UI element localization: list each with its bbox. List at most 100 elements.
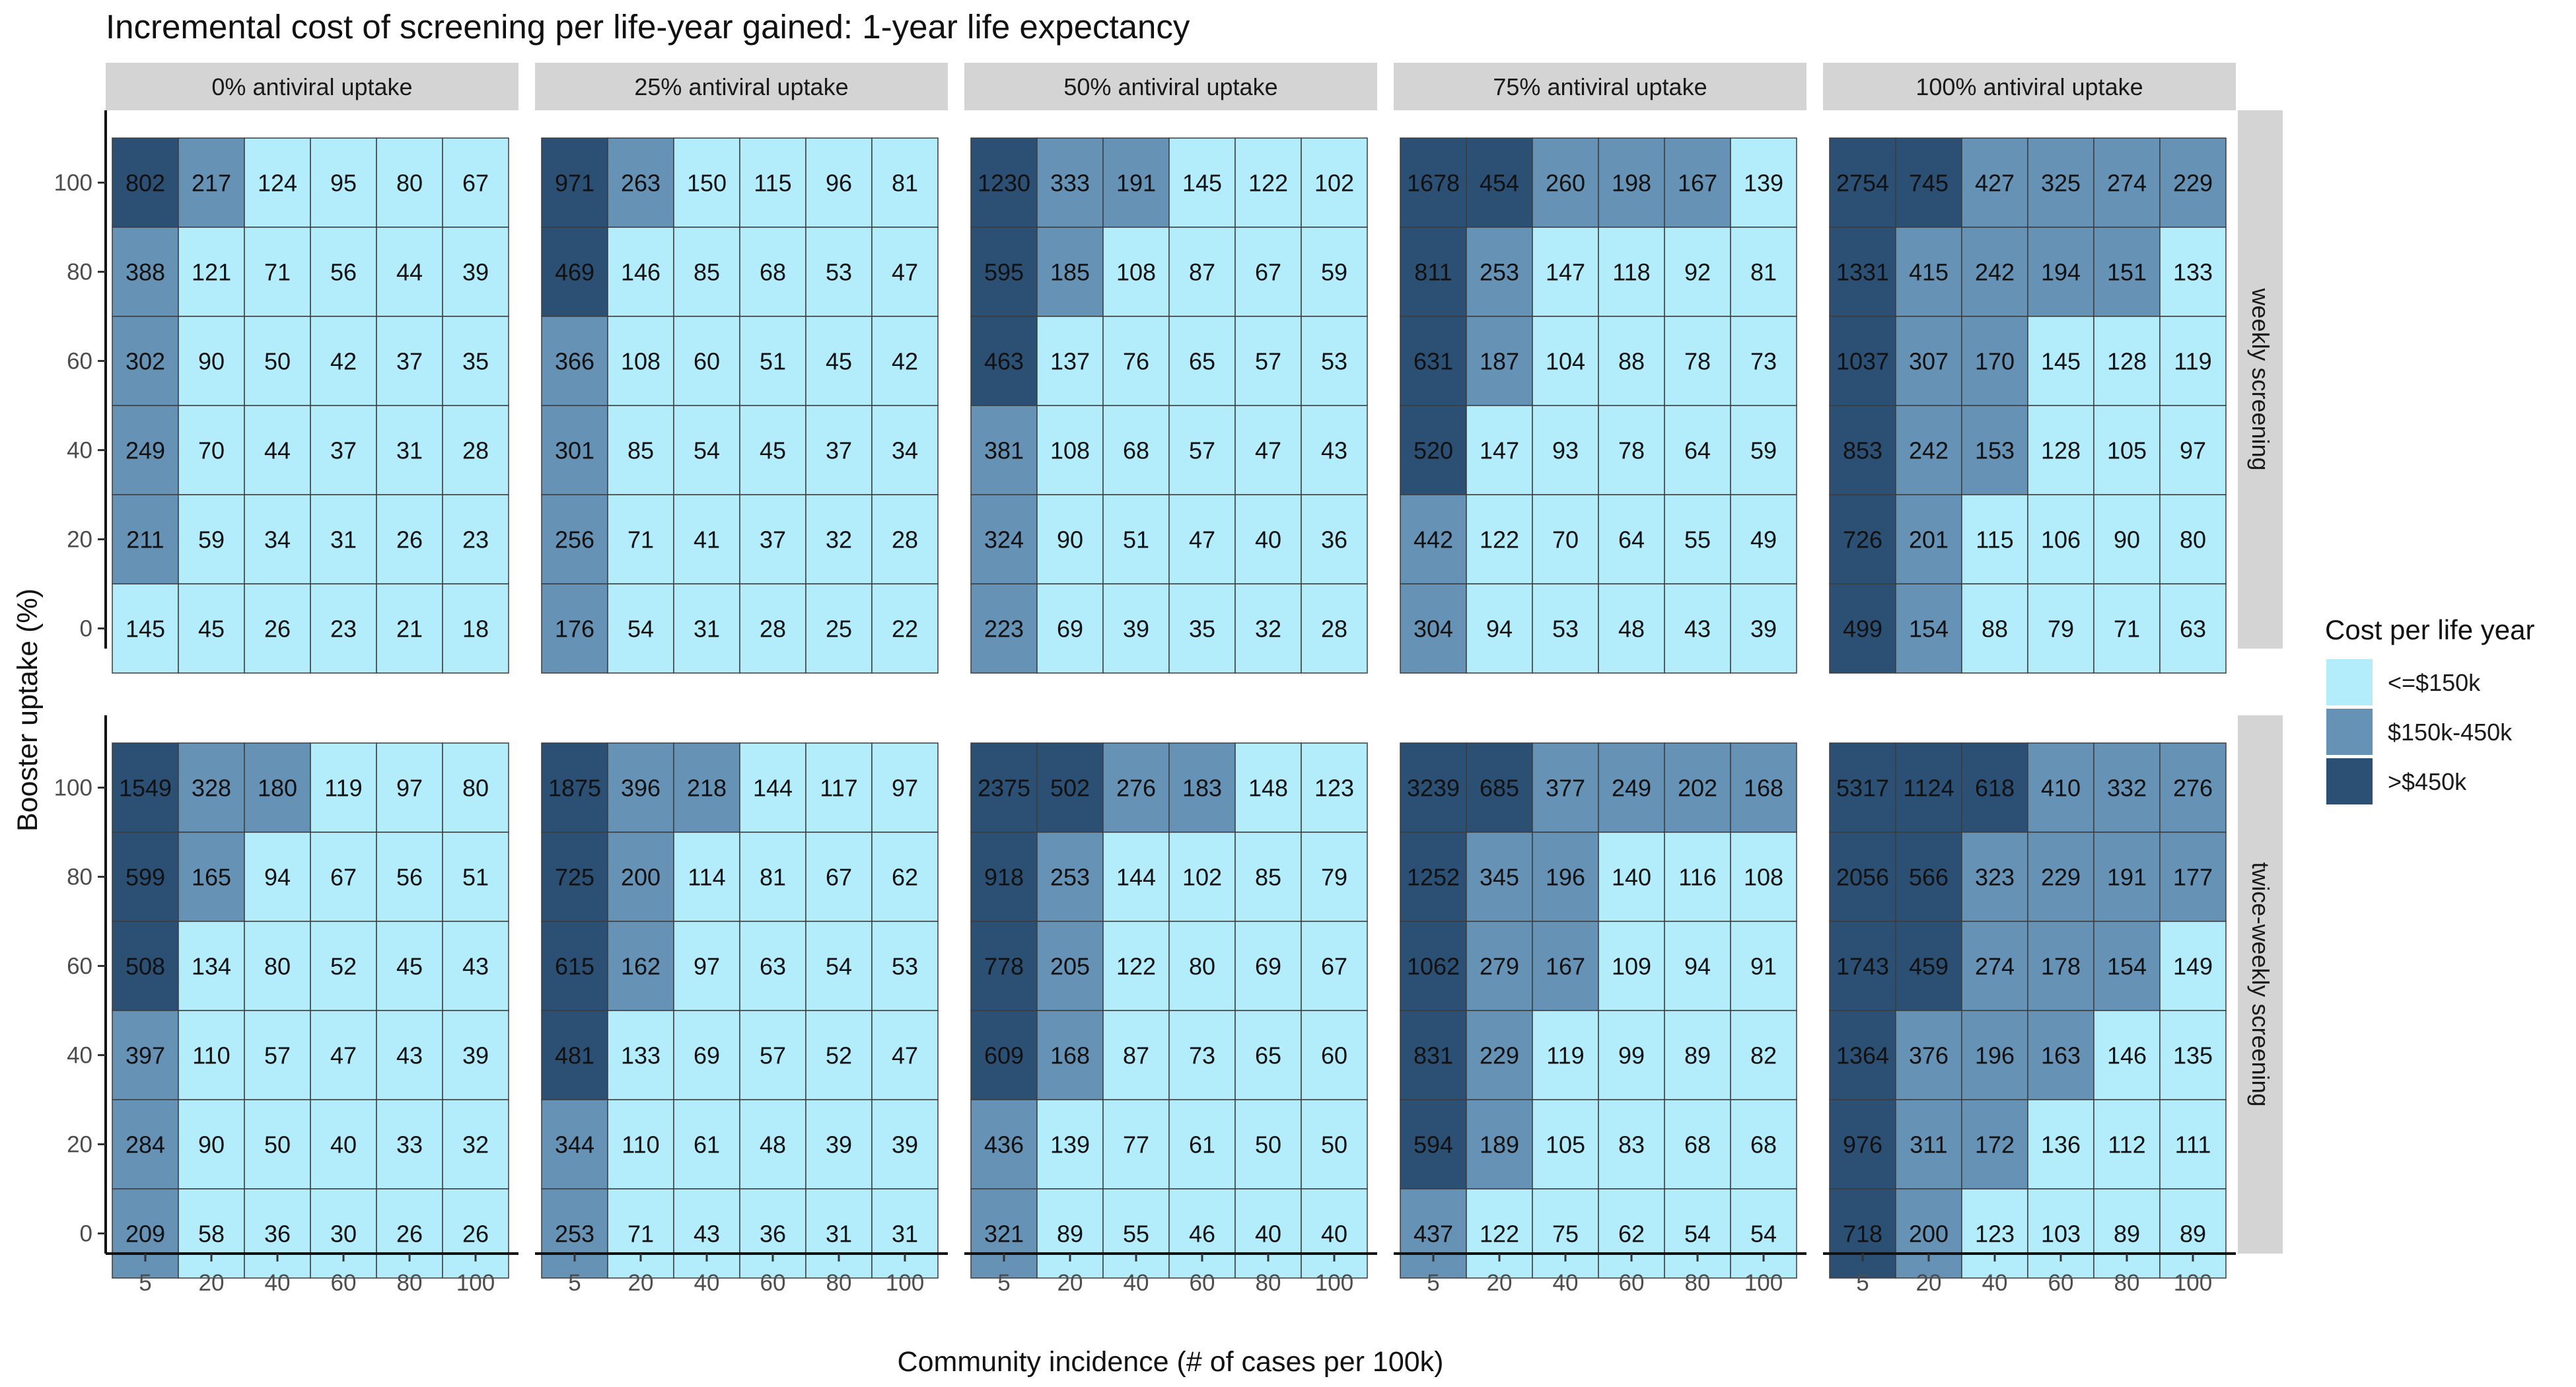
tile-value-label: 52 xyxy=(330,953,357,980)
heatmap-tile xyxy=(1466,1099,1533,1190)
tile-value-label: 70 xyxy=(198,437,225,464)
tile-value-label: 123 xyxy=(1975,1221,2015,1248)
heatmap-tile xyxy=(541,1010,608,1100)
heatmap-tile xyxy=(1168,405,1236,495)
heatmap-tile xyxy=(442,316,509,406)
tile-value-label: 104 xyxy=(1546,348,1585,375)
heatmap-tile xyxy=(442,1188,509,1279)
tile-value-label: 21 xyxy=(396,616,423,643)
tile-value-label: 39 xyxy=(462,259,489,286)
tile-value-label: 102 xyxy=(1314,170,1354,197)
tile-value-label: 93 xyxy=(1552,437,1579,464)
x-tick-label: 20 xyxy=(1487,1270,1513,1296)
tile-value-label: 454 xyxy=(1480,170,1519,197)
heatmap-tile xyxy=(1301,316,1368,406)
heatmap-tile xyxy=(1400,1188,1467,1279)
heatmap-tile xyxy=(2159,742,2227,833)
tile-value-label: 85 xyxy=(1255,864,1281,891)
tile-value-label: 63 xyxy=(760,953,786,980)
tile-value-label: 31 xyxy=(396,437,423,464)
tile-value-label: 154 xyxy=(1909,616,1949,643)
tile-value-label: 67 xyxy=(1321,953,1347,980)
heatmap-tile xyxy=(442,742,509,833)
tile-value-label: 50 xyxy=(264,1131,291,1158)
legend-swatch xyxy=(2326,709,2373,755)
heatmap-tile xyxy=(1102,316,1170,406)
tile-value-label: 119 xyxy=(324,775,362,802)
tile-value-label: 410 xyxy=(2041,775,2081,802)
heatmap-tile xyxy=(1400,1010,1467,1100)
tile-value-label: 59 xyxy=(1321,259,1347,286)
tile-value-label: 87 xyxy=(1189,259,1215,286)
tile-value-label: 172 xyxy=(1975,1131,2015,1158)
tile-value-label: 64 xyxy=(1618,526,1645,553)
y-tick-label: 0 xyxy=(80,616,92,642)
tile-value-label: 163 xyxy=(2041,1042,2081,1069)
heatmap-tile xyxy=(805,316,873,406)
tile-value-label: 144 xyxy=(1116,864,1156,891)
legend-label: $150k-450k xyxy=(2388,719,2513,746)
heatmap-tile xyxy=(310,494,377,585)
tile-value-label: 50 xyxy=(264,348,291,375)
tile-value-label: 191 xyxy=(1116,170,1156,197)
tile-value-label: 256 xyxy=(555,526,594,553)
heatmap-tile xyxy=(1961,227,2028,317)
tile-value-label: 34 xyxy=(892,437,918,464)
tile-value-label: 599 xyxy=(125,864,165,891)
tile-value-label: 325 xyxy=(2041,170,2081,197)
tile-value-label: 1875 xyxy=(548,775,601,802)
heatmap-tile xyxy=(1829,742,1896,833)
heatmap-tile xyxy=(1664,405,1731,495)
heatmap-tile xyxy=(1730,316,1797,406)
tile-value-label: 89 xyxy=(2180,1221,2206,1248)
heatmap-tile xyxy=(310,1099,377,1190)
heatmap-tile xyxy=(1598,1099,1665,1190)
tile-value-label: 110 xyxy=(192,1042,230,1069)
heatmap-tile xyxy=(1532,227,1599,317)
heatmap-tile xyxy=(1532,1188,1599,1279)
heatmap-tile xyxy=(1961,832,2028,922)
heatmap-tile xyxy=(673,742,740,833)
tile-value-label: 96 xyxy=(826,170,852,197)
tile-value-label: 436 xyxy=(984,1131,1024,1158)
tile-value-label: 105 xyxy=(2107,437,2147,464)
tile-value-label: 31 xyxy=(826,1221,852,1248)
heatmap-tile xyxy=(607,405,674,495)
heatmap-tile xyxy=(673,227,740,317)
heatmap-tile xyxy=(244,227,311,317)
heatmap-tile xyxy=(1400,1099,1467,1190)
heatmap-tile xyxy=(178,1188,245,1279)
heatmap-tile xyxy=(805,1010,873,1100)
heatmap-tile xyxy=(1961,494,2028,585)
heatmap-tile xyxy=(871,1099,939,1190)
heatmap-tile xyxy=(2159,405,2227,495)
tile-value-label: 115 xyxy=(1976,526,2013,553)
heatmap-tile xyxy=(1168,1188,1236,1279)
y-tick-label: 80 xyxy=(67,865,92,890)
heatmap-tile xyxy=(376,583,443,674)
heatmap-tile xyxy=(871,832,939,922)
heatmap-tile xyxy=(1466,1188,1533,1279)
heatmap-tile xyxy=(112,316,179,406)
heatmap-tile xyxy=(1466,1010,1533,1100)
y-tick-label: 100 xyxy=(54,775,92,801)
heatmap-tile xyxy=(673,137,740,228)
tile-value-label: 37 xyxy=(330,437,357,464)
tile-value-label: 54 xyxy=(627,616,654,643)
heatmap-tile xyxy=(1895,316,1962,406)
heatmap-tile xyxy=(1102,137,1170,228)
heatmap-tile xyxy=(739,921,806,1011)
tile-value-label: 119 xyxy=(1546,1042,1584,1069)
legend-swatch xyxy=(2326,659,2373,705)
x-tick-label: 80 xyxy=(1685,1270,1711,1296)
tile-value-label: 615 xyxy=(555,953,594,980)
column-facet-strip xyxy=(535,63,948,110)
tile-value-label: 44 xyxy=(264,437,291,464)
heatmap-tile xyxy=(970,742,1038,833)
heatmap-tile xyxy=(1598,742,1665,833)
column-facet-label: 0% antiviral uptake xyxy=(211,73,412,100)
tile-value-label: 185 xyxy=(1050,259,1090,286)
tile-value-label: 1252 xyxy=(1407,864,1460,891)
heatmap-tile xyxy=(1895,832,1962,922)
heatmap-tile xyxy=(2027,405,2094,495)
